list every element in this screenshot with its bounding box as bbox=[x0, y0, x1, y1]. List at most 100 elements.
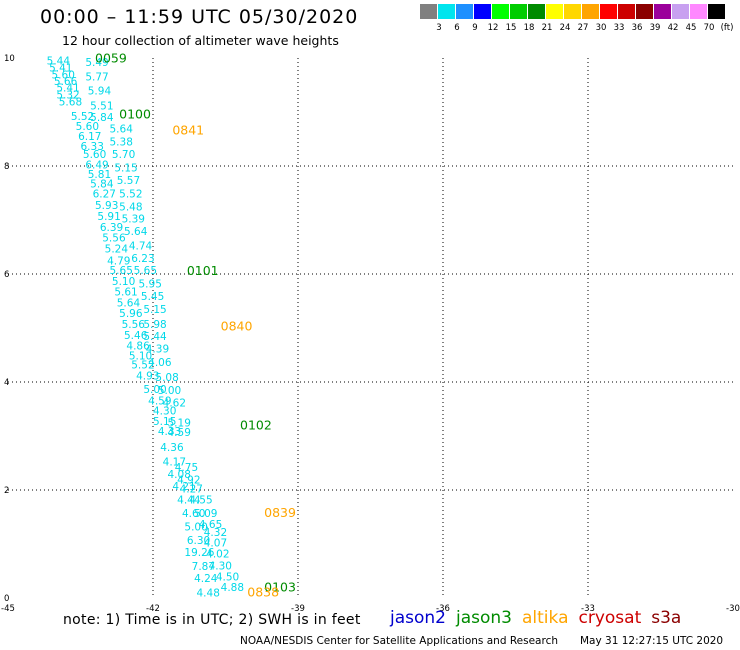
y-tick-label: 4 bbox=[4, 378, 9, 388]
swh-label: 6.39 bbox=[100, 222, 123, 234]
colorbar-tick-label: 42 bbox=[667, 23, 679, 33]
colorbar-swatch bbox=[474, 4, 491, 19]
satellite-legend: jason2 jason3 altika cryosat s3a bbox=[390, 608, 691, 628]
swh-label: 6.30 bbox=[187, 535, 210, 547]
swh-label: 4.88 bbox=[221, 582, 244, 594]
colorbar-tick-label: 9 bbox=[472, 23, 478, 33]
swh-label: 19.26 bbox=[184, 547, 214, 559]
colorbar-swatch bbox=[618, 4, 635, 19]
swh-label: 5.56 bbox=[102, 233, 126, 245]
colorbar-swatch bbox=[564, 4, 581, 19]
y-tick-label: 0 bbox=[4, 594, 9, 604]
colorbar-swatch bbox=[708, 4, 725, 19]
swh-label: 4.74 bbox=[129, 241, 153, 253]
colorbar-tick-label: 45 bbox=[685, 23, 697, 33]
colorbar-swatch bbox=[582, 4, 599, 19]
swh-label: 5.66 bbox=[54, 76, 78, 88]
swh-label: 5.38 bbox=[110, 136, 133, 148]
swh-label: 5.49 bbox=[85, 57, 108, 69]
swh-label: 5.57 bbox=[117, 175, 140, 187]
swh-label: 4.30 bbox=[153, 405, 176, 417]
colorbar-swatch bbox=[438, 4, 455, 19]
y-tick-label: 2 bbox=[4, 486, 9, 496]
swh-label: 4.02 bbox=[206, 549, 229, 561]
colorbar-tick-label: 39 bbox=[649, 23, 661, 33]
colorbar-tick-label: 33 bbox=[613, 23, 625, 33]
swh-label: 5.39 bbox=[122, 214, 145, 226]
swh-label: 4.24 bbox=[194, 573, 218, 585]
swh-label: 5.46 bbox=[124, 330, 148, 342]
legend-entry-cryosat: cryosat bbox=[578, 608, 642, 628]
pass-time-label: 0841 bbox=[172, 123, 204, 138]
swh-label: 6.17 bbox=[78, 131, 101, 143]
colorbar-tick-label: 18 bbox=[523, 23, 535, 33]
swh-label: 4.39 bbox=[146, 343, 169, 355]
colorbar-swatch bbox=[636, 4, 653, 19]
swh-label: 5.95 bbox=[139, 279, 162, 291]
legend-entry-jason2: jason2 bbox=[390, 608, 446, 628]
credit-line: NOAA/NESDIS Center for Satellite Applica… bbox=[240, 635, 558, 647]
swh-label: 4.59 bbox=[148, 396, 171, 408]
colorbar-swatch bbox=[456, 4, 473, 19]
swh-label: 6.33 bbox=[81, 141, 104, 153]
colorbar-swatch bbox=[492, 4, 509, 19]
swh-label: 5.00 bbox=[184, 522, 207, 534]
pass-time-label: 0839 bbox=[264, 505, 296, 520]
colorbar-tick-label: 21 bbox=[541, 23, 553, 33]
swh-label: 5.70 bbox=[112, 149, 135, 161]
colorbar-tick-label: 12 bbox=[487, 23, 499, 33]
swh-label: 5.61 bbox=[114, 287, 137, 299]
swh-label: 4.08 bbox=[168, 469, 191, 481]
swh-label: 5.52 bbox=[119, 188, 142, 200]
swh-label: 4.86 bbox=[126, 341, 150, 353]
colorbar-swatch bbox=[654, 4, 671, 19]
swh-label: 4.75 bbox=[175, 462, 198, 474]
swh-label: 6.23 bbox=[131, 253, 154, 265]
swh-label: 5.84 bbox=[90, 112, 114, 124]
swh-label: 5.00 bbox=[143, 384, 166, 396]
swh-label: 5.15 bbox=[153, 416, 176, 428]
swh-label: 4.30 bbox=[209, 560, 232, 572]
x-tick-label: -30 bbox=[726, 604, 740, 612]
page-title: 00:00 – 11:59 UTC 05/30/2020 bbox=[40, 6, 359, 28]
swh-label: 4.27 bbox=[180, 484, 203, 496]
colorbar-swatch bbox=[600, 4, 617, 19]
swh-label: 5.64 bbox=[124, 226, 148, 238]
y-tick-label: 6 bbox=[4, 270, 9, 280]
swh-label: 4.36 bbox=[160, 442, 184, 454]
pass-time-label: 0103 bbox=[264, 580, 296, 595]
swh-label: 5.15 bbox=[114, 162, 137, 174]
swh-label: 7.87 bbox=[192, 561, 215, 573]
swh-label: 5.52 bbox=[131, 360, 154, 372]
x-tick-label: -45 bbox=[1, 604, 15, 612]
swh-label: 5.81 bbox=[88, 169, 111, 181]
swh-label: 5.08 bbox=[155, 372, 178, 384]
colorbar-swatch bbox=[546, 4, 563, 19]
swh-label: 6.49 bbox=[85, 160, 108, 172]
colorbar-swatch bbox=[672, 4, 689, 19]
colorbar-tick-label: 27 bbox=[577, 23, 589, 33]
swh-label: 5.19 bbox=[168, 417, 191, 429]
swh-label: 5.44 bbox=[47, 55, 71, 67]
colorbar-tick-label: 24 bbox=[559, 23, 571, 33]
swh-label: 5.84 bbox=[90, 179, 114, 191]
swh-label: 5.15 bbox=[143, 304, 166, 316]
swh-label: 4.21 bbox=[172, 481, 195, 493]
x-tick-label: -42 bbox=[146, 604, 160, 612]
swh-label: 5.48 bbox=[119, 201, 142, 213]
swh-label: 5.60 bbox=[83, 149, 106, 161]
pass-time-label: 0838 bbox=[247, 584, 279, 599]
swh-label: 5.93 bbox=[95, 200, 118, 212]
swh-label: 5.44 bbox=[143, 331, 167, 343]
x-tick-label: -39 bbox=[291, 604, 305, 612]
pass-time-label: 0101 bbox=[187, 263, 219, 278]
legend-entry-altika: altika bbox=[522, 608, 569, 628]
swh-label: 5.64 bbox=[110, 124, 134, 136]
footer-note: note: 1) Time is in UTC; 2) SWH is in fe… bbox=[63, 612, 361, 628]
swh-label: 5.41 bbox=[49, 63, 72, 75]
colorbar-tick-label: (ft) bbox=[720, 23, 734, 33]
swh-label: 4.55 bbox=[189, 495, 212, 507]
swh-label: 5.52 bbox=[71, 111, 94, 123]
page-subtitle: 12 hour collection of altimeter wave hei… bbox=[62, 33, 339, 48]
swh-label: 4.06 bbox=[148, 357, 172, 369]
